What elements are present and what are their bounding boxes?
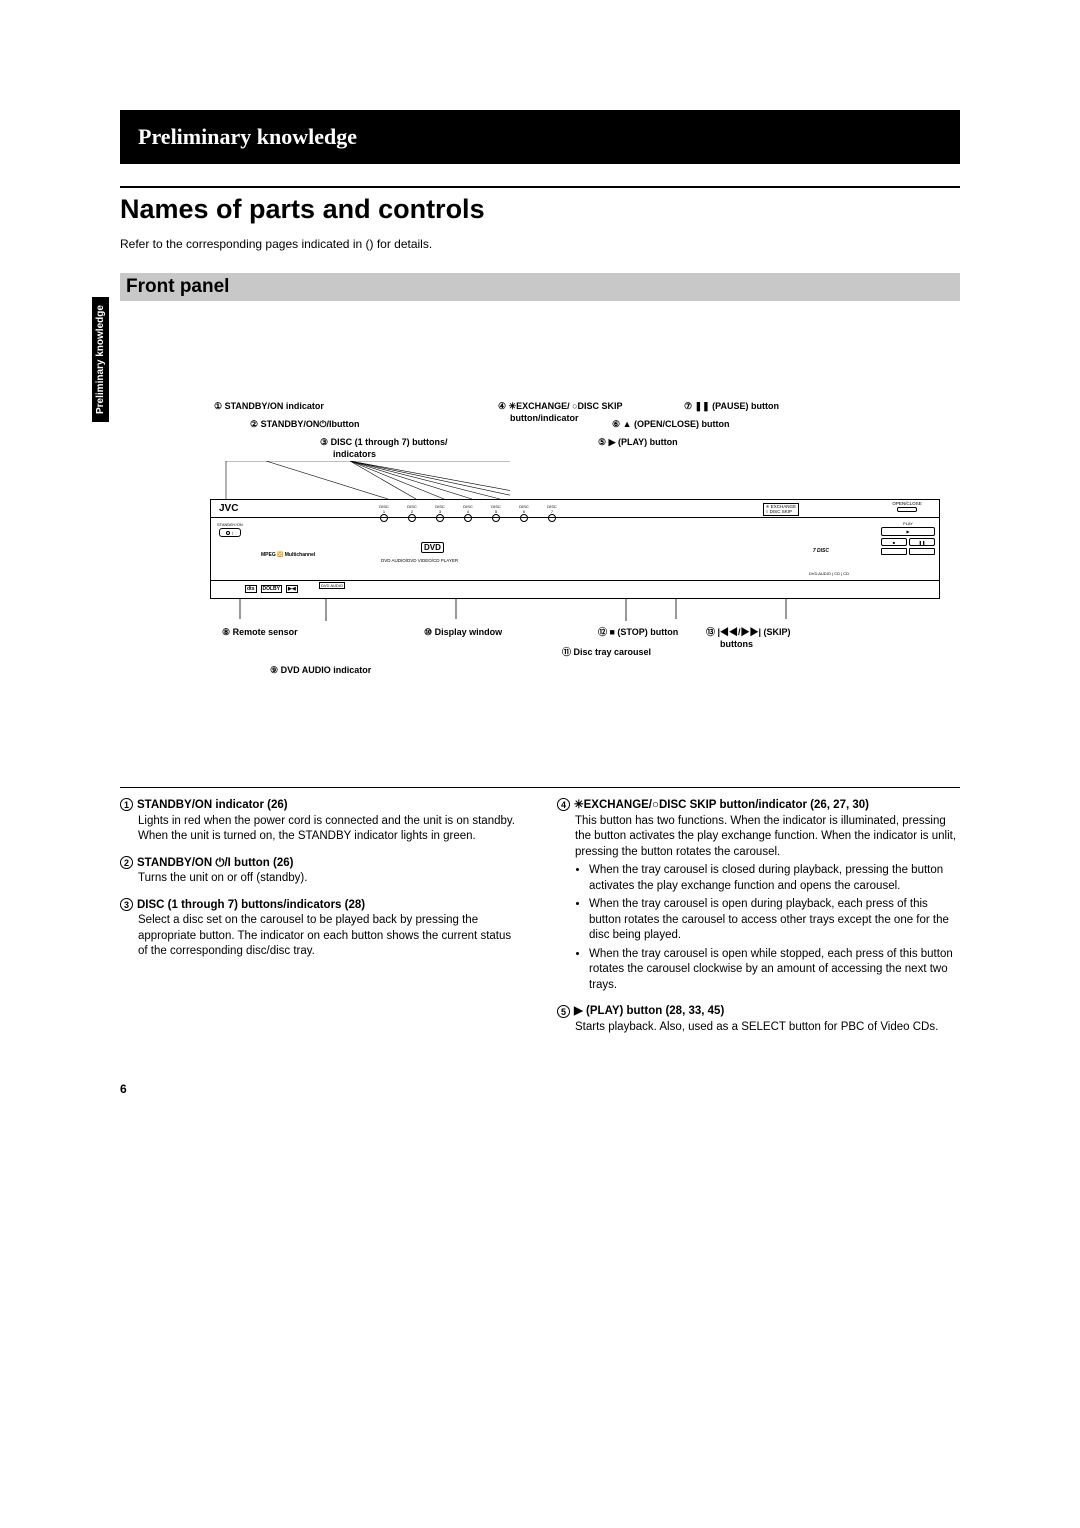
connector-lines-bottom xyxy=(210,599,940,621)
section-title: Names of parts and controls xyxy=(120,186,960,225)
desc-item-title: 1STANDBY/ON indicator (26) xyxy=(120,798,523,814)
center-label: DVD AUDIO/DVD VIDEO/CD PLAYER xyxy=(381,558,458,563)
desc-item-body: This button has two functions. When the … xyxy=(575,814,960,994)
callout-4b: button/indicator xyxy=(510,413,579,424)
page-header-bar: Preliminary knowledge xyxy=(120,110,960,164)
intro-text: Refer to the corresponding pages indicat… xyxy=(120,237,960,251)
desc-item-title: 5▶ (PLAY) button (28, 33, 45) xyxy=(557,1004,960,1020)
side-tab: Preliminary knowledge xyxy=(92,297,109,422)
desc-col-left: 1STANDBY/ON indicator (26)Lights in red … xyxy=(120,798,523,1046)
brand-logo: JVC xyxy=(219,503,238,514)
open-close-label: OPEN/CLOSE xyxy=(879,501,935,506)
desc-col-right: 4✳EXCHANGE/○DISC SKIP button/indicator (… xyxy=(557,798,960,1046)
desc-item-title: 3DISC (1 through 7) buttons/indicators (… xyxy=(120,898,523,914)
dvd-audio-tag: DVD AUDIO xyxy=(319,582,345,589)
play-label: PLAY xyxy=(881,521,935,526)
desc-item-title: 4✳EXCHANGE/○DISC SKIP button/indicator (… xyxy=(557,798,960,814)
skip-fwd-icon xyxy=(909,548,935,555)
exchange-line-2: ○ DISC SKIP xyxy=(766,510,796,515)
pause-button-icon: ❚❚ xyxy=(909,538,935,546)
callout-5: ⑤ ▶ (PLAY) button xyxy=(598,437,678,448)
callout-10: ⑩ Display window xyxy=(424,627,502,639)
play-button-icon: ▶ xyxy=(881,527,935,536)
desc-item-body: Select a disc set on the carousel to be … xyxy=(138,913,523,960)
dvd-logo: DVD xyxy=(421,542,444,553)
device-bottom: dtsDOLBY▶◀ DVD AUDIO xyxy=(211,580,939,600)
seven-disc-label: 7 DISC xyxy=(813,548,829,554)
descriptions: 1STANDBY/ON indicator (26)Lights in red … xyxy=(120,787,960,1046)
desc-item-title: 2STANDBY/ON ⏻/I button (26) xyxy=(120,856,523,872)
device-mid: STANDBY/ON | MPEG 🔀 Multichannel DVD DVD… xyxy=(211,518,939,580)
device-body: JVC DISC 1DISC 2DISC 3DISC 4DISC 5DISC 6… xyxy=(210,499,940,599)
subhead-band: Front panel xyxy=(120,273,960,301)
connector-lines-top xyxy=(210,461,510,499)
callout-3b: indicators xyxy=(333,449,376,460)
callout-12: ⑫ ■ (STOP) button xyxy=(598,627,678,639)
dts-row: dtsDOLBY▶◀ xyxy=(245,585,298,593)
callout-6: ⑥ ▲ (OPEN/CLOSE) button xyxy=(612,419,729,430)
callout-8: ⑧ Remote sensor xyxy=(222,627,298,639)
desc-item-body: Starts playback. Also, used as a SELECT … xyxy=(575,1020,960,1036)
callout-13b: buttons xyxy=(720,639,753,651)
open-close-slot xyxy=(897,507,917,512)
skip-back-icon xyxy=(881,548,907,555)
standby-block: STANDBY/ON | xyxy=(217,522,243,538)
desc-item-body: Turns the unit on or off (standby). xyxy=(138,871,523,887)
format-row: DVD AUDIO | CD | CD xyxy=(809,571,849,576)
page-number: 6 xyxy=(120,1082,960,1096)
callout-7: ⑦ ❚❚ (PAUSE) button xyxy=(684,401,779,412)
callout-11: ⑪ Disc tray carousel xyxy=(562,647,651,659)
callout-2: ② STANDBY/ON⏻/Ibutton xyxy=(250,419,360,430)
open-close-control: OPEN/CLOSE xyxy=(879,501,935,513)
front-panel-diagram: ① STANDBY/ON indicator ② STANDBY/ON⏻/Ibu… xyxy=(120,401,960,731)
right-controls: PLAY ▶ ■ ❚❚ xyxy=(881,521,935,555)
standby-button-icon: | xyxy=(219,528,241,537)
mpeg-logo: MPEG 🔀 Multichannel xyxy=(261,552,315,558)
stop-button-icon: ■ xyxy=(881,538,907,546)
callout-3a: ③ DISC (1 through 7) buttons/ xyxy=(320,437,448,448)
standby-label: STANDBY/ON xyxy=(217,522,243,527)
callout-4a: ④ ✳EXCHANGE/ ○DISC SKIP xyxy=(498,401,623,412)
desc-item-body: Lights in red when the power cord is con… xyxy=(138,814,523,845)
device-top-row: JVC DISC 1DISC 2DISC 3DISC 4DISC 5DISC 6… xyxy=(211,500,939,518)
exchange-box: ✳ EXCHANGE ○ DISC SKIP xyxy=(763,503,799,516)
callout-1: ① STANDBY/ON indicator xyxy=(214,401,324,412)
callout-9: ⑨ DVD AUDIO indicator xyxy=(270,665,371,677)
callout-13a: ⑬ |◀◀/▶▶| (SKIP) xyxy=(706,627,791,639)
